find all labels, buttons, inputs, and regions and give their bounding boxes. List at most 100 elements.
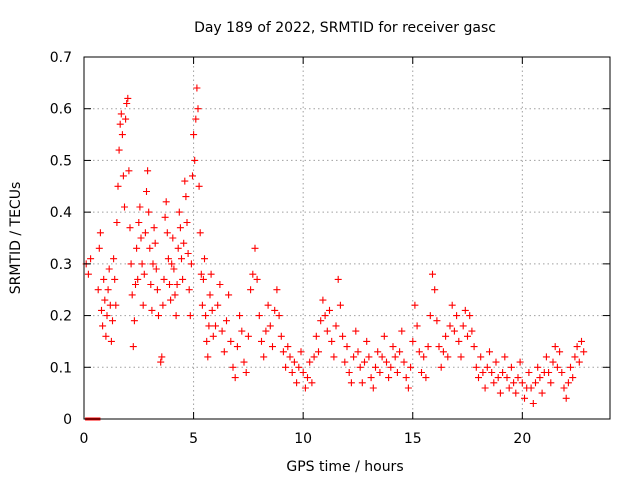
data-point <box>125 167 133 175</box>
data-point <box>129 343 137 351</box>
data-point <box>260 353 268 361</box>
data-point <box>141 229 149 237</box>
data-point <box>562 394 570 402</box>
x-tick-label: 0 <box>80 431 89 447</box>
data-point <box>503 374 511 382</box>
data-point <box>435 343 443 351</box>
data-point <box>194 105 202 113</box>
data-point <box>153 286 161 294</box>
data-point <box>162 198 170 206</box>
data-point <box>266 322 274 330</box>
data-point <box>201 255 208 263</box>
data-point <box>567 363 574 371</box>
data-point <box>181 177 189 185</box>
data-point <box>87 255 95 263</box>
data-point <box>107 337 115 345</box>
data-point <box>207 270 215 278</box>
data-point <box>262 327 270 335</box>
data-point <box>247 286 255 294</box>
data-point <box>155 312 162 320</box>
data-point <box>439 348 447 356</box>
data-point <box>103 312 111 320</box>
data-point <box>310 353 318 361</box>
data-point <box>242 369 250 376</box>
data-point <box>426 312 434 320</box>
data-point <box>422 374 430 382</box>
data-point <box>130 317 138 325</box>
data-point <box>180 239 188 247</box>
data-point <box>468 327 476 335</box>
data-point <box>415 348 423 356</box>
data-point <box>236 312 244 320</box>
data-point <box>101 296 109 304</box>
data-point <box>442 332 450 340</box>
data-point <box>490 379 498 387</box>
data-point <box>104 286 112 294</box>
data-point <box>264 301 272 309</box>
data-point <box>455 337 463 345</box>
data-point <box>119 172 127 180</box>
data-point <box>208 306 216 314</box>
chart-title: Day 189 of 2022, SRMTID for receiver gas… <box>194 20 496 36</box>
data-point <box>356 363 364 371</box>
data-point <box>96 229 104 237</box>
data-point <box>483 363 491 371</box>
data-point <box>139 301 147 309</box>
data-point <box>352 327 360 335</box>
data-point <box>514 374 522 382</box>
data-point <box>330 353 338 361</box>
data-point <box>192 115 200 123</box>
data-point <box>578 337 585 345</box>
data-point <box>402 374 410 382</box>
data-point <box>190 131 198 139</box>
data-point <box>387 363 395 371</box>
data-point <box>446 322 454 330</box>
data-point <box>253 275 261 283</box>
data-point <box>205 322 213 330</box>
data-point <box>510 379 518 387</box>
data-point <box>580 348 588 356</box>
data-point <box>102 332 110 340</box>
data-point <box>365 353 373 361</box>
data-point <box>202 312 210 320</box>
data-point <box>204 353 212 361</box>
data-point <box>573 343 581 351</box>
data-point <box>380 332 388 340</box>
data-point <box>169 234 177 242</box>
data-point <box>569 374 577 382</box>
data-point <box>501 353 509 361</box>
data-point <box>271 306 279 314</box>
data-point <box>341 358 349 366</box>
data-point <box>179 275 187 283</box>
data-point <box>558 369 566 376</box>
data-point <box>191 156 199 164</box>
data-point <box>496 389 504 397</box>
data-point <box>122 115 130 123</box>
data-point <box>209 332 217 340</box>
data-point <box>136 203 144 211</box>
y-tick-label: 0 <box>63 412 72 428</box>
data-point <box>121 203 128 211</box>
data-point <box>358 379 366 387</box>
data-point <box>110 255 118 263</box>
data-point <box>150 224 158 232</box>
data-point <box>486 348 493 356</box>
data-point <box>350 353 358 361</box>
data-point <box>547 379 555 387</box>
data-point <box>391 353 399 361</box>
data-point <box>95 244 103 252</box>
data-point <box>116 120 124 128</box>
data-point <box>453 312 461 320</box>
data-point <box>195 182 203 190</box>
data-point <box>175 208 183 216</box>
data-point <box>158 353 166 361</box>
data-point <box>112 301 120 309</box>
data-point <box>168 260 176 268</box>
data-point <box>159 301 167 309</box>
data-point <box>113 219 121 226</box>
data-point <box>249 270 257 278</box>
data-point <box>238 327 246 335</box>
x-tick-label: 15 <box>404 431 422 447</box>
data-point <box>383 358 390 366</box>
data-point <box>361 358 368 366</box>
